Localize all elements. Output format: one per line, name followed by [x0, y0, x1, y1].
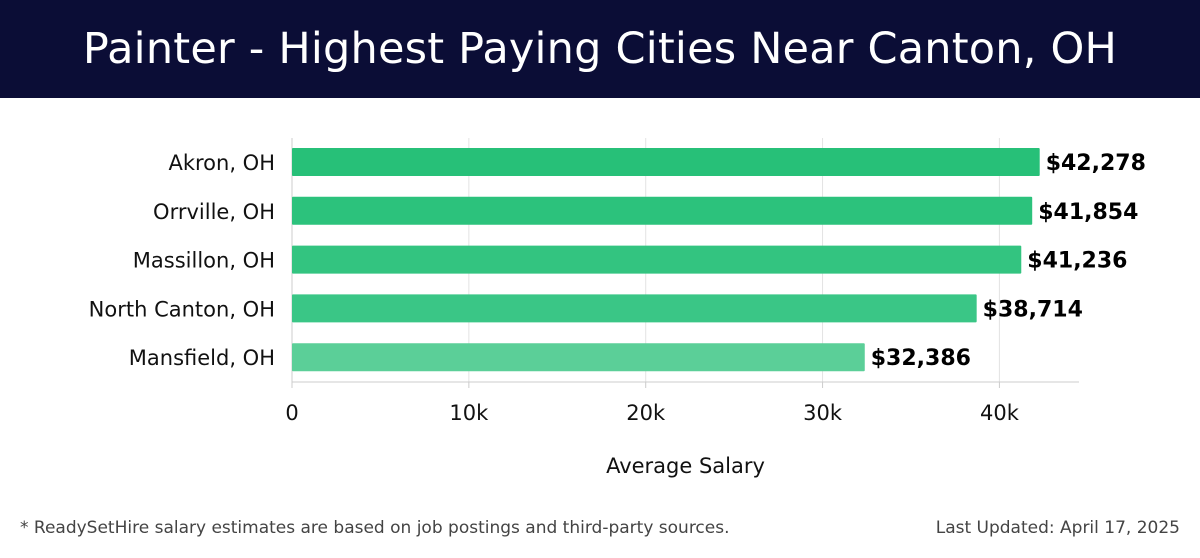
- data-label: $32,386: [871, 346, 971, 371]
- data-label: $41,854: [1038, 200, 1138, 225]
- bar: [292, 343, 865, 372]
- x-tick-label: 20k: [626, 401, 666, 425]
- title-banner: Painter - Highest Paying Cities Near Can…: [0, 0, 1200, 98]
- category-label: Massillon, OH: [133, 249, 275, 273]
- data-label: $41,236: [1027, 249, 1127, 274]
- chart-title: Painter - Highest Paying Cities Near Can…: [82, 24, 1118, 74]
- bar: [292, 148, 1040, 176]
- x-tick-label: 30k: [803, 401, 843, 425]
- data-label: $38,714: [983, 297, 1083, 322]
- footnote: * ReadySetHire salary estimates are base…: [20, 518, 730, 538]
- category-label: Orrville, OH: [153, 200, 275, 224]
- x-tick-label: 10k: [449, 401, 489, 425]
- category-label: Akron, OH: [168, 151, 275, 175]
- data-label: $42,278: [1046, 151, 1146, 176]
- bar: [292, 294, 977, 323]
- last-updated: Last Updated: April 17, 2025: [935, 518, 1180, 538]
- bar: [292, 196, 1033, 225]
- bar-chart: 0 10k 20k 30k 40k Akron, OH $42,278 Orrville, O…: [89, 138, 1146, 478]
- category-label: North Canton, OH: [89, 297, 275, 321]
- bar: [292, 245, 1022, 274]
- x-tick-label: 40k: [980, 401, 1020, 425]
- x-tick-label: 0: [285, 401, 298, 425]
- category-label: Mansfield, OH: [129, 346, 275, 370]
- x-axis-title: Average Salary: [606, 454, 765, 478]
